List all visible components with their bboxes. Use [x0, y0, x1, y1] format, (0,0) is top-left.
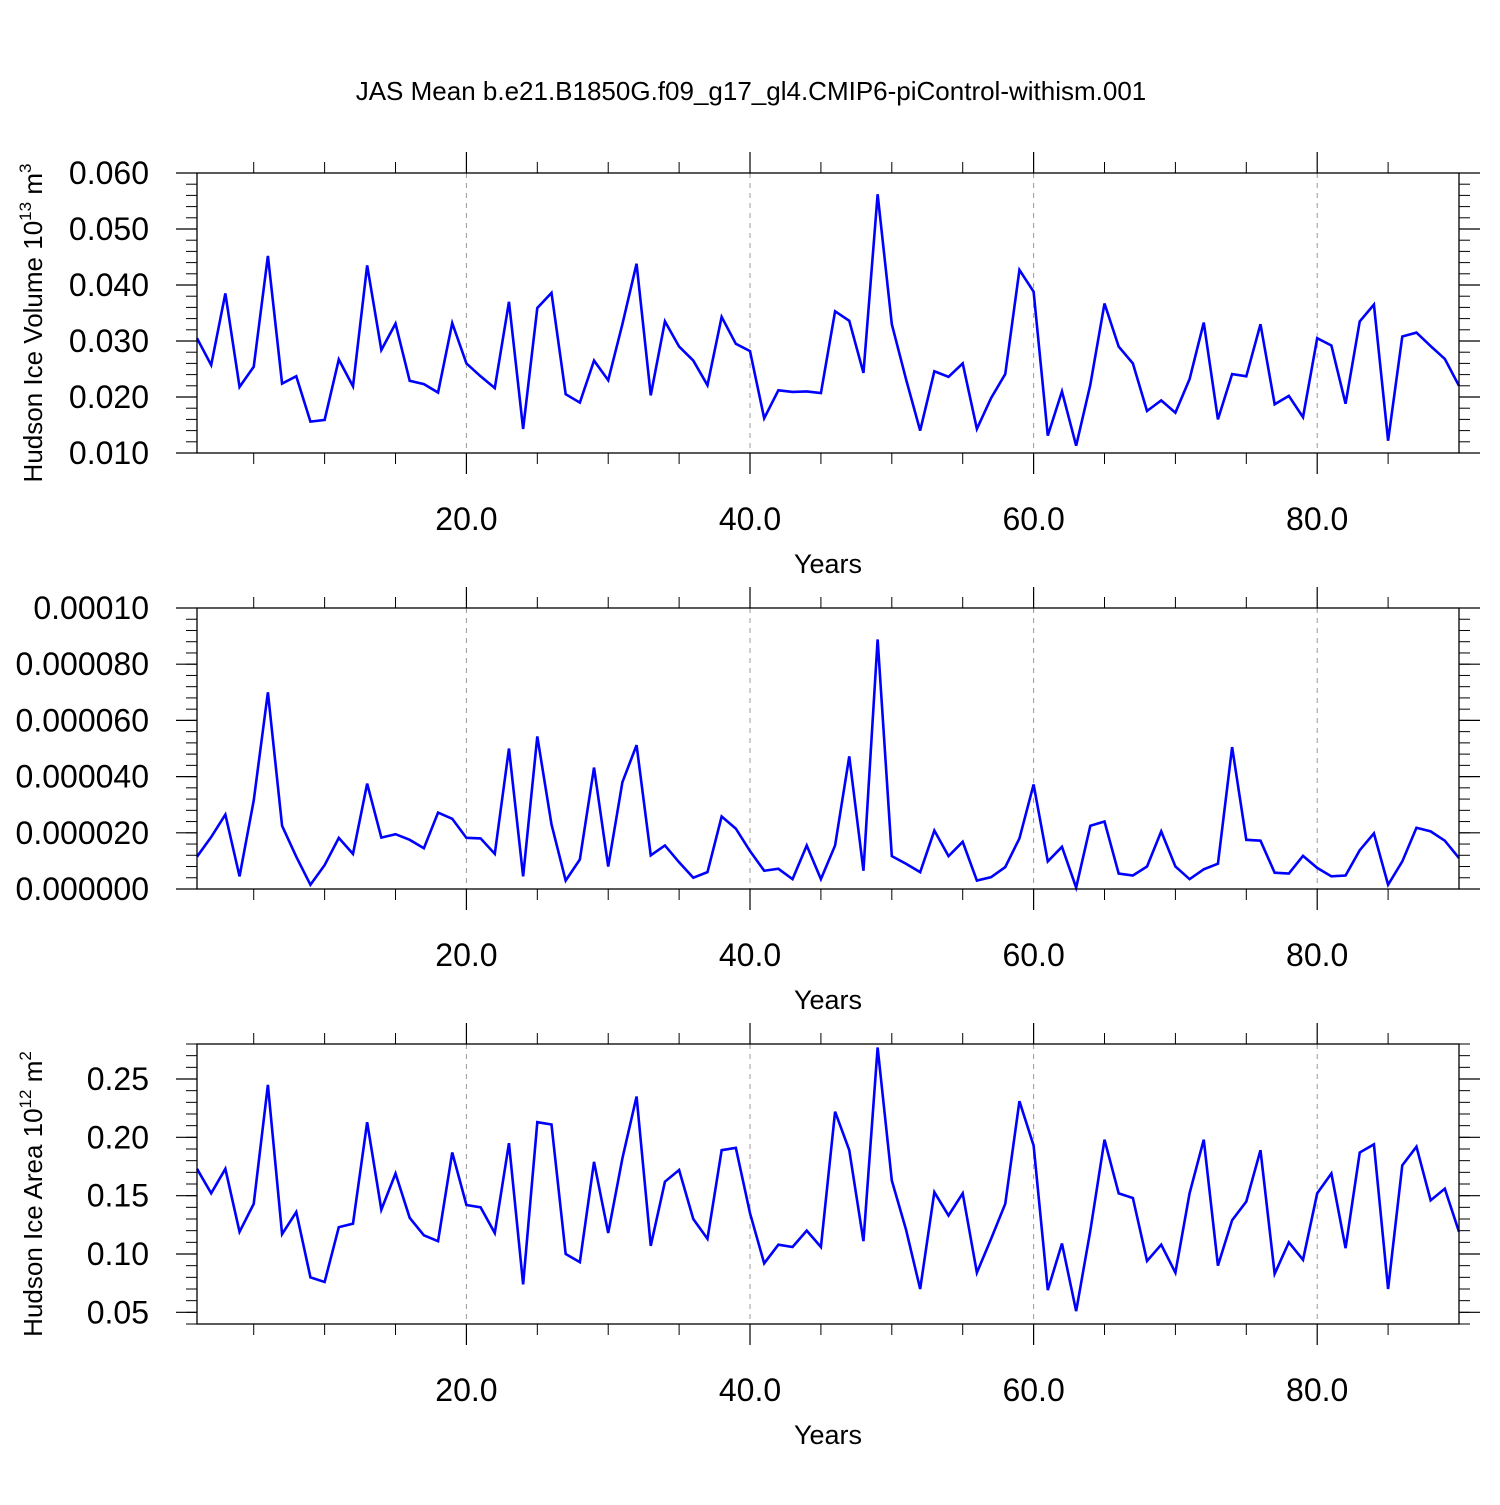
y-tick-label: 0.000000: [16, 871, 149, 907]
x-tick-label: 80.0: [1286, 937, 1348, 973]
y-tick-label: 0.20: [87, 1119, 149, 1155]
y-tick-label: 0.05: [87, 1294, 149, 1330]
x-tick-label: 60.0: [1002, 501, 1064, 537]
y-tick-label: 0.020: [69, 379, 149, 415]
y-axis-title-unit-exponent: 3: [16, 164, 35, 173]
y-tick-label: 0.040: [69, 267, 149, 303]
x-axis-title: Years: [794, 985, 862, 1015]
x-tick-label: 80.0: [1286, 1372, 1348, 1408]
y-axis-title-base: Hudson Ice Area 10: [18, 1108, 48, 1336]
x-tick-label: 40.0: [719, 937, 781, 973]
x-axis-title: Years: [794, 549, 862, 579]
x-tick-label: 20.0: [435, 501, 497, 537]
y-tick-label: 0.030: [69, 323, 149, 359]
y-tick-label: 0.060: [69, 155, 149, 191]
y-axis-title-exponent: 12: [16, 1090, 35, 1109]
y-axis-title-unit: m: [18, 173, 48, 202]
y-tick-label: 0.010: [69, 435, 149, 471]
x-tick-label: 40.0: [719, 501, 781, 537]
y-axis-title-unit-exponent: 2: [16, 1051, 35, 1060]
x-tick-label: 20.0: [435, 937, 497, 973]
x-tick-label: 40.0: [719, 1372, 781, 1408]
x-tick-label: 20.0: [435, 1372, 497, 1408]
x-tick-label: 60.0: [1002, 1372, 1064, 1408]
y-axis-title-base: Hudson Ice Volume 10: [18, 221, 48, 483]
y-tick-label: 0.10: [87, 1236, 149, 1272]
y-tick-label: 0.000020: [16, 815, 149, 851]
y-tick-label: 0.15: [87, 1178, 149, 1214]
x-tick-label: 80.0: [1286, 501, 1348, 537]
y-tick-label: 0.00010: [33, 590, 149, 626]
y-axis-title-exponent: 13: [16, 202, 35, 221]
y-axis-title-unit: m: [18, 1061, 48, 1090]
y-tick-label: 0.050: [69, 211, 149, 247]
y-tick-label: 0.000040: [16, 759, 149, 795]
x-tick-label: 60.0: [1002, 937, 1064, 973]
y-tick-label: 0.25: [87, 1061, 149, 1097]
y-tick-label: 0.000080: [16, 646, 149, 682]
figure-title: JAS Mean b.e21.B1850G.f09_g17_gl4.CMIP6-…: [356, 76, 1147, 106]
x-axis-title: Years: [794, 1420, 862, 1450]
y-tick-label: 0.000060: [16, 702, 149, 738]
